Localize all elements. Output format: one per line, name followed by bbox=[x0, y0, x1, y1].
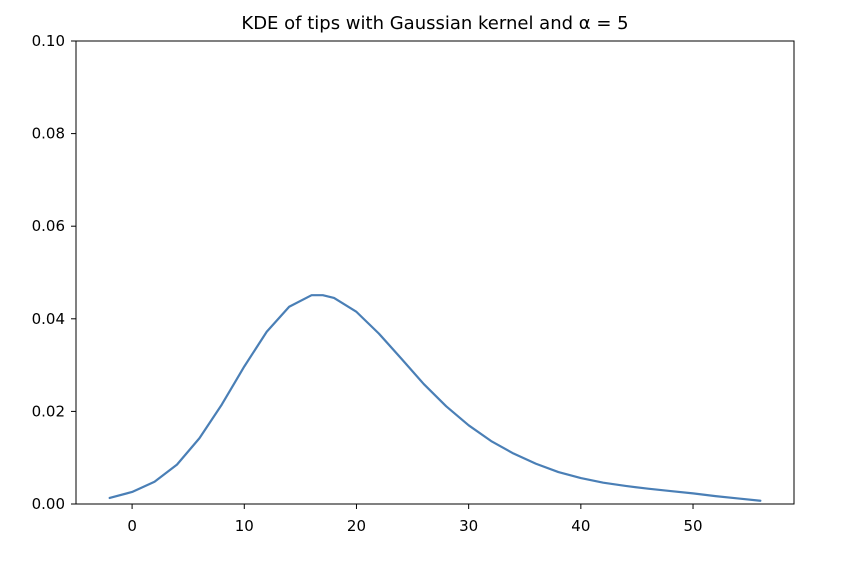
x-tick-label: 0 bbox=[127, 517, 137, 535]
kde-series-line-0 bbox=[108, 294, 762, 502]
y-tick-label: 0.10 bbox=[32, 32, 65, 50]
y-tick-label: 0.08 bbox=[32, 125, 65, 143]
x-tick-label: 30 bbox=[459, 517, 478, 535]
chart-title: KDE of tips with Gaussian kernel and α =… bbox=[241, 13, 628, 34]
x-tick-label: 20 bbox=[347, 517, 366, 535]
y-tick-label: 0.06 bbox=[32, 217, 65, 235]
y-tick-label: 0.04 bbox=[32, 310, 65, 328]
y-tick-label: 0.02 bbox=[32, 402, 65, 420]
x-tick-label: 10 bbox=[235, 517, 254, 535]
axes-frame bbox=[75, 40, 795, 505]
plot-area: 0 10 20 30 40 50 0.00 0.02 0.04 0.06 0.08 0.10 bbox=[32, 32, 795, 535]
x-tick-label: 50 bbox=[683, 517, 702, 535]
x-tick-label: 40 bbox=[571, 517, 590, 535]
y-tick-label: 0.00 bbox=[32, 495, 65, 513]
